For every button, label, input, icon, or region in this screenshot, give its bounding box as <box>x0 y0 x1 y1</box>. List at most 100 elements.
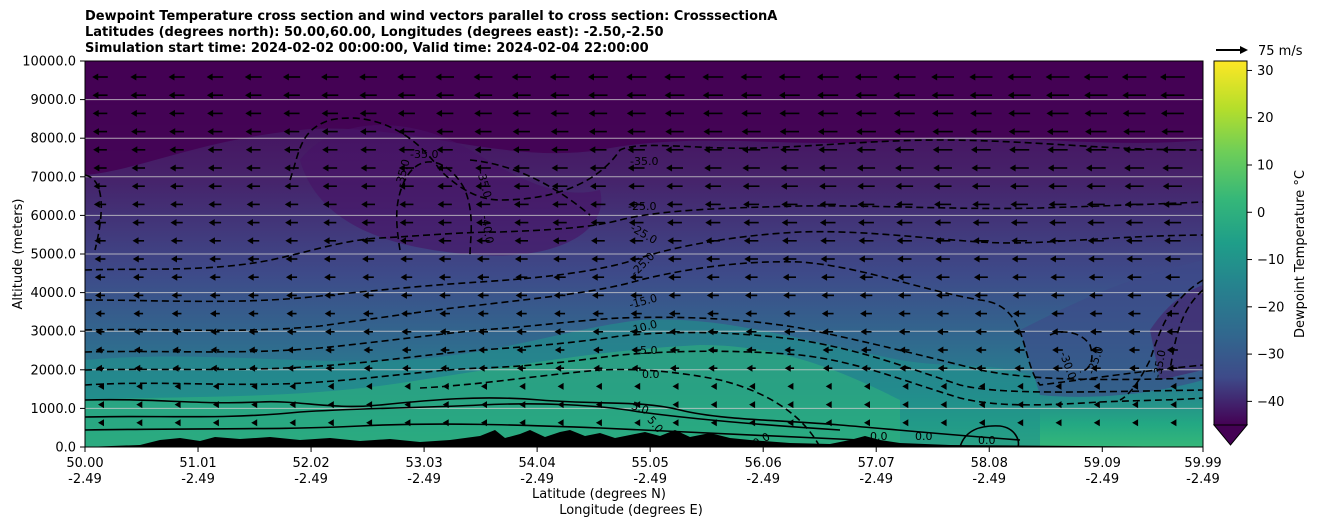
wind-vector <box>787 382 794 390</box>
wind-vector <box>669 346 680 354</box>
wind-vector <box>245 109 262 117</box>
wind-vector <box>363 328 373 336</box>
wind-vector <box>1052 364 1063 372</box>
wind-vector <box>1124 164 1145 172</box>
wind-vector <box>817 128 838 136</box>
wind-vector <box>439 310 450 318</box>
wind-vector <box>593 346 603 354</box>
wind-vector <box>1049 255 1066 263</box>
wind-vector <box>864 382 870 390</box>
x-tick-label-lon: -2.49 <box>520 472 554 487</box>
wind-vector <box>784 364 795 372</box>
wind-vector <box>936 328 949 336</box>
wind-vector <box>247 291 259 299</box>
wind-vector <box>477 291 489 299</box>
wind-vector <box>590 219 606 227</box>
wind-vector <box>969 91 993 99</box>
wind-vector <box>856 146 876 154</box>
wind-vector <box>592 291 604 299</box>
x-tick-label-lon: -2.49 <box>181 472 215 487</box>
wind-vector <box>282 73 301 81</box>
wind-vector <box>208 200 222 208</box>
wind-vector <box>170 200 183 208</box>
wind-vector <box>169 128 184 136</box>
wind-vector <box>971 182 990 190</box>
wind-vector <box>285 255 298 263</box>
wind-vector <box>931 73 955 81</box>
wind-vector <box>1017 419 1024 427</box>
wind-vector <box>98 419 104 427</box>
wind-vector <box>400 273 413 281</box>
wind-vector <box>286 328 297 336</box>
wind-vector <box>516 346 527 354</box>
wind-vector <box>672 401 679 409</box>
wind-vector <box>251 401 258 409</box>
wind-vector <box>324 328 335 336</box>
wind-vector <box>895 164 914 172</box>
wind-vector <box>208 219 222 227</box>
wind-vector <box>437 182 453 190</box>
wind-vector <box>630 291 643 299</box>
wind-vector <box>170 219 183 227</box>
quiver-key: 75 m/s <box>1216 44 1303 59</box>
chart-title: Dewpoint Temperature cross section and w… <box>85 9 777 57</box>
wind-vector <box>895 182 914 190</box>
wind-vector <box>1164 237 1181 245</box>
wind-vector <box>1010 182 1029 190</box>
wind-vector <box>970 146 991 154</box>
wind-vector <box>136 401 143 409</box>
wind-vector <box>627 164 645 172</box>
wind-vector <box>246 219 260 227</box>
wind-vector <box>1093 382 1100 390</box>
title-line-1: Dewpoint Temperature cross section and w… <box>85 9 778 24</box>
wind-vector <box>174 401 181 409</box>
wind-vector <box>1166 310 1179 318</box>
wind-vector <box>1126 255 1142 263</box>
wind-vector <box>401 310 412 318</box>
wind-vector <box>627 128 646 136</box>
wind-vector <box>1011 255 1027 263</box>
wind-vector <box>1093 401 1100 409</box>
wind-vector <box>400 255 413 263</box>
wind-vector <box>630 328 642 336</box>
wind-vector <box>136 382 143 390</box>
wind-vector <box>361 200 376 208</box>
wind-vector <box>746 346 757 354</box>
wind-vector <box>1162 164 1183 172</box>
wind-vector <box>1051 310 1064 318</box>
wind-vector <box>207 109 223 117</box>
wind-vector <box>476 237 490 245</box>
wind-vector <box>473 91 493 99</box>
wind-vector <box>209 310 220 318</box>
wind-vector <box>477 273 489 281</box>
wind-vector <box>284 164 299 172</box>
wind-vector <box>894 146 914 154</box>
wind-vector <box>970 128 992 136</box>
wind-vector <box>587 73 608 81</box>
title-line-2: Latitudes (degrees north): 50.00,60.00, … <box>85 25 664 40</box>
wind-vector <box>512 128 530 136</box>
wind-vector <box>896 237 912 245</box>
wind-vector <box>481 382 487 390</box>
wind-vector <box>513 164 530 172</box>
wind-vector <box>902 382 909 390</box>
wind-vector <box>94 255 106 263</box>
wind-vector <box>749 401 756 409</box>
wind-vector <box>1165 291 1180 299</box>
wind-vector <box>820 255 835 263</box>
wind-vector <box>822 328 834 336</box>
wind-vector <box>286 291 297 299</box>
wind-vector <box>782 255 797 263</box>
wind-vector <box>780 146 799 154</box>
wind-vector <box>244 73 262 81</box>
wind-vector <box>710 401 717 409</box>
wind-vector <box>706 273 720 281</box>
wind-vector <box>398 146 415 154</box>
wind-vector <box>590 200 606 208</box>
wind-vector <box>710 419 717 427</box>
wind-vector <box>1048 200 1067 208</box>
wind-vector <box>130 109 146 117</box>
wind-vector <box>857 182 875 190</box>
wind-vector <box>742 182 760 190</box>
wind-vector <box>934 237 951 245</box>
